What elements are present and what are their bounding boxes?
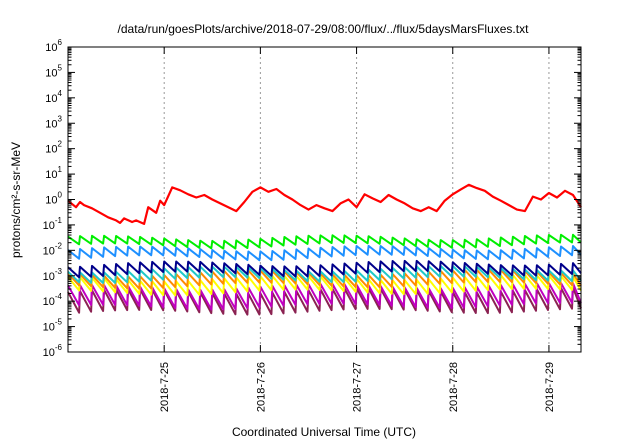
y-tick-label: 100	[45, 191, 62, 207]
x-tick-label: 2018-7-25	[159, 362, 171, 412]
y-tick-label: 106	[45, 38, 62, 54]
x-tick-label: 2018-7-26	[255, 362, 267, 412]
series-line	[67, 183, 582, 225]
y-tick-label: 104	[45, 89, 62, 105]
plot-area-frame	[67, 46, 582, 353]
y-tick-label: 10-2	[43, 241, 63, 257]
y-tick-label: 10-5	[43, 318, 63, 334]
x-tick-label: 2018-7-28	[448, 362, 460, 412]
series-line	[67, 286, 582, 316]
series-line	[67, 244, 582, 262]
y-tick-label: 103	[45, 114, 62, 130]
y-tick-label: 10-3	[43, 267, 63, 283]
series-line	[67, 282, 582, 311]
y-tick-label: 10-6	[43, 343, 63, 359]
series-line	[67, 268, 582, 290]
series-line	[67, 274, 582, 297]
y-tick-label: 10-4	[43, 292, 63, 308]
x-tick-label: 2018-7-29	[544, 362, 556, 412]
series-line	[67, 233, 582, 250]
chart-title: /data/run/goesPlots/archive/2018-07-29/0…	[118, 22, 530, 36]
y-tick-label: 10-1	[43, 216, 63, 232]
grid-lines	[163, 47, 550, 352]
x-axis-label: Coordinated Universal Time (UTC)	[232, 425, 416, 439]
y-tick-label: 101	[45, 165, 62, 181]
x-tick-label: 2018-7-27	[352, 362, 364, 412]
series-line	[67, 265, 582, 284]
y-tick-label: 105	[45, 63, 62, 79]
series-line	[67, 259, 582, 279]
y-axis-label: protons/cm²-s-sr-MeV	[9, 142, 23, 258]
series-layer	[67, 183, 582, 316]
y-tick-labels: 10-6 10-5 10-4 10-3 10-2 10-1 100 101 102 103 104 1…	[43, 38, 63, 359]
axis-ticks	[68, 46, 581, 353]
x-tick-labels: 2018-7-25 2018-7-26 2018-7-27 2018-7-28 2018…	[159, 362, 556, 412]
y-tick-label: 102	[45, 140, 62, 156]
